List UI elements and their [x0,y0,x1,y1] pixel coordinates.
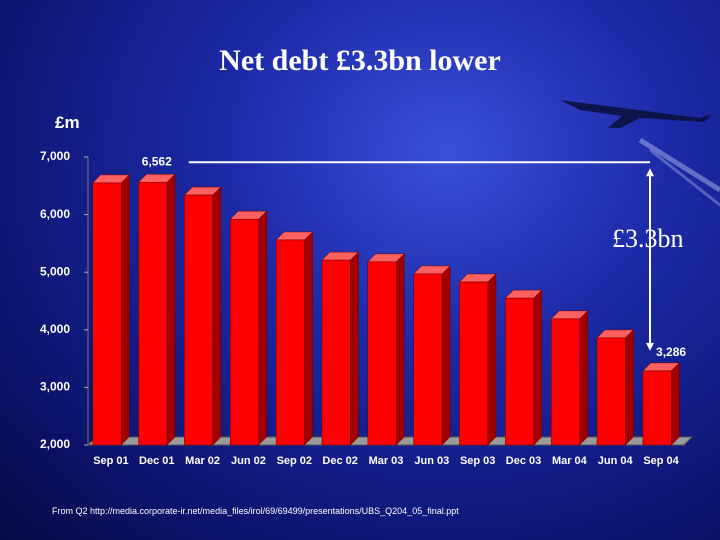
bar-side [304,231,313,446]
x-tick-label: Dec 02 [322,455,358,467]
bar-side [441,265,451,446]
arrow-head [646,168,654,177]
bar [459,281,489,446]
bar-side [533,289,543,446]
x-tick-label: Sep 01 [93,455,129,467]
bar [413,273,443,446]
bar [550,318,580,446]
x-tick-label: Dec 03 [505,455,542,467]
value-label: 6,562 [142,154,172,168]
x-tick-label: Jun 04 [597,455,633,467]
y-tick-label: 5,000 [40,264,70,278]
bar-side [487,273,497,446]
y-axis-label: £m [55,113,80,132]
bar [596,337,626,446]
contrail [638,137,720,193]
x-tick-label: Sep 03 [459,455,496,467]
bar [138,181,168,446]
chart-title: Net debt £3.3bn lower [219,44,501,77]
bar [229,218,259,446]
y-tick-label: 7,000 [40,149,70,163]
airplane [560,100,720,207]
bar [184,194,214,446]
bar [321,259,351,446]
contrail [649,148,720,207]
bar [92,182,122,446]
x-tick-label: Jun 02 [231,455,266,467]
bar-side [395,253,405,446]
x-tick-label: Mar 02 [185,455,221,467]
bar-side [579,310,588,446]
airplane-body [560,100,712,128]
y-tick-label: 3,000 [40,380,70,394]
arrow-head [646,342,654,351]
bar [275,239,305,446]
x-tick-label: Dec 01 [139,455,175,467]
x-tick-label: Sep 04 [643,455,679,467]
bar-side [671,362,680,446]
value-label: 3,286 [656,345,686,359]
bar [367,261,397,446]
bar [505,297,535,446]
bar-side [120,174,130,446]
x-tick-label: Jun 03 [414,455,450,467]
bar [642,370,672,446]
x-tick-label: Mar 03 [368,455,404,467]
x-tick-label: Mar 04 [551,455,587,467]
y-tick-label: 6,000 [40,207,70,221]
source-note: From Q2 http://media.corporate-ir.net/me… [52,506,459,516]
x-tick-label: Sep 02 [276,455,313,467]
bar-side [166,173,176,446]
bar-side [350,251,359,446]
bar-side [625,329,634,446]
bar-side [212,186,222,446]
y-tick-label: 4,000 [40,322,70,336]
bar-side [258,210,267,446]
y-tick-label: 2,000 [40,437,70,451]
annotation: £3.3bn [612,224,684,253]
plot-area: 2,000 3,000 4,000 5,000 6,000 7,000 6,562 3,286 [40,149,694,451]
